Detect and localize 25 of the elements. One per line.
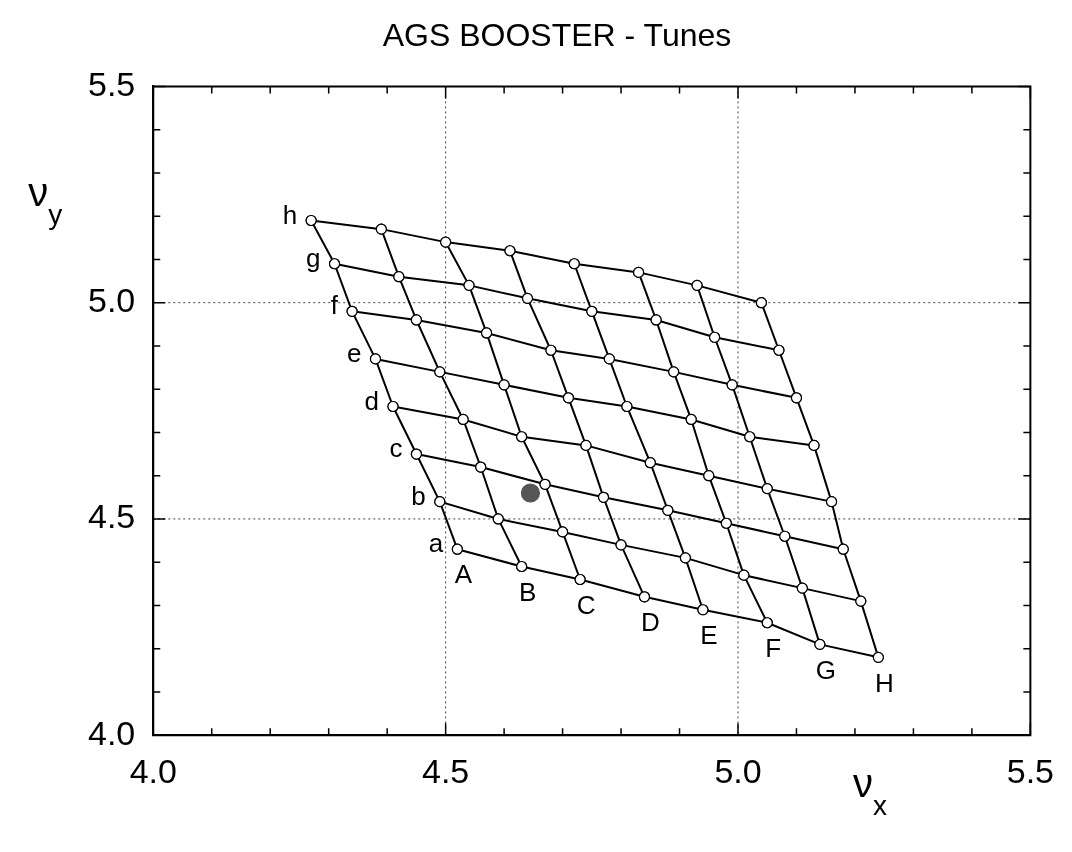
series-label: E [700,619,718,650]
y-tick-label: 4.5 [88,497,136,536]
series-label: g [306,242,321,273]
series-label: D [641,606,660,637]
series-label: d [364,385,380,416]
y-tick-label: 4.0 [88,713,136,752]
series-label: F [765,632,782,663]
series-label: G [815,654,836,685]
series-label: b [411,480,426,511]
series-label: h [282,199,298,230]
y-tick-label: 5.0 [88,281,136,320]
x-tick-label: 5.0 [714,751,762,790]
x-tick-label: 5.5 [1006,751,1054,790]
series-label: C [576,589,596,620]
y-tick-label: 5.5 [88,64,136,103]
series-label: H [874,667,894,698]
series-label: f [330,290,339,321]
series-label: A [454,559,473,590]
x-tick-label: 4.5 [422,751,470,790]
series-label: c [389,433,403,464]
series-label: e [347,338,362,369]
x-tick-label: 4.0 [129,751,177,790]
series-label: B [518,576,537,607]
chart-title: AGS BOOSTER - Tunes [382,17,732,54]
series-label: a [428,528,444,559]
